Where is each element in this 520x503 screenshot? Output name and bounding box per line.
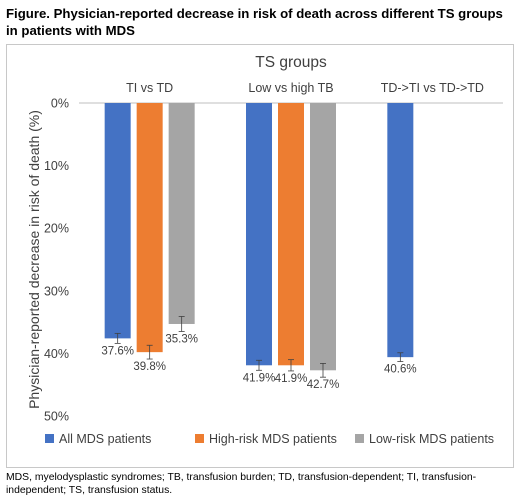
y-tick-label: 0% xyxy=(51,97,69,111)
figure-footnote: MDS, myelodysplastic syndromes; TB, tran… xyxy=(6,472,477,496)
data-label: 39.8% xyxy=(133,361,166,373)
legend-label: All MDS patients xyxy=(59,432,151,446)
bar-chart: TS groups Physician-reported decrease in … xyxy=(26,54,503,446)
bar xyxy=(104,103,131,339)
data-label: 40.6% xyxy=(384,364,417,376)
y-tick-label: 30% xyxy=(44,284,69,298)
figure-title: Figure. Physician-reported decrease in r… xyxy=(6,6,503,38)
y-tick-label: 20% xyxy=(44,222,69,236)
legend-label: Low-risk MDS patients xyxy=(369,432,494,446)
y-axis-title: Physician-reported decrease in risk of d… xyxy=(26,110,42,409)
bar xyxy=(168,103,195,324)
bar xyxy=(310,103,336,371)
bar xyxy=(387,103,414,358)
legend-label: High-risk MDS patients xyxy=(209,432,337,446)
data-label: 41.9% xyxy=(243,372,276,384)
data-label: 37.6% xyxy=(101,345,134,357)
bar xyxy=(278,103,304,366)
data-label: 35.3% xyxy=(165,333,198,345)
data-label: 42.7% xyxy=(307,379,340,391)
data-label: 41.9% xyxy=(275,373,308,385)
y-tick-label: 50% xyxy=(44,410,69,424)
bar xyxy=(246,103,272,366)
category-label: TD->TI vs TD->TD xyxy=(381,81,484,95)
legend-swatch xyxy=(355,434,364,443)
category-label: Low vs high TB xyxy=(248,81,333,95)
y-tick-label: 40% xyxy=(44,347,69,361)
y-tick-label: 10% xyxy=(44,159,69,173)
legend-swatch xyxy=(45,434,54,443)
bar xyxy=(136,103,163,353)
legend-swatch xyxy=(195,434,204,443)
chart-frame: TS groups Physician-reported decrease in … xyxy=(6,44,514,468)
category-label: TI vs TD xyxy=(126,81,173,95)
chart-title: TS groups xyxy=(255,54,327,71)
